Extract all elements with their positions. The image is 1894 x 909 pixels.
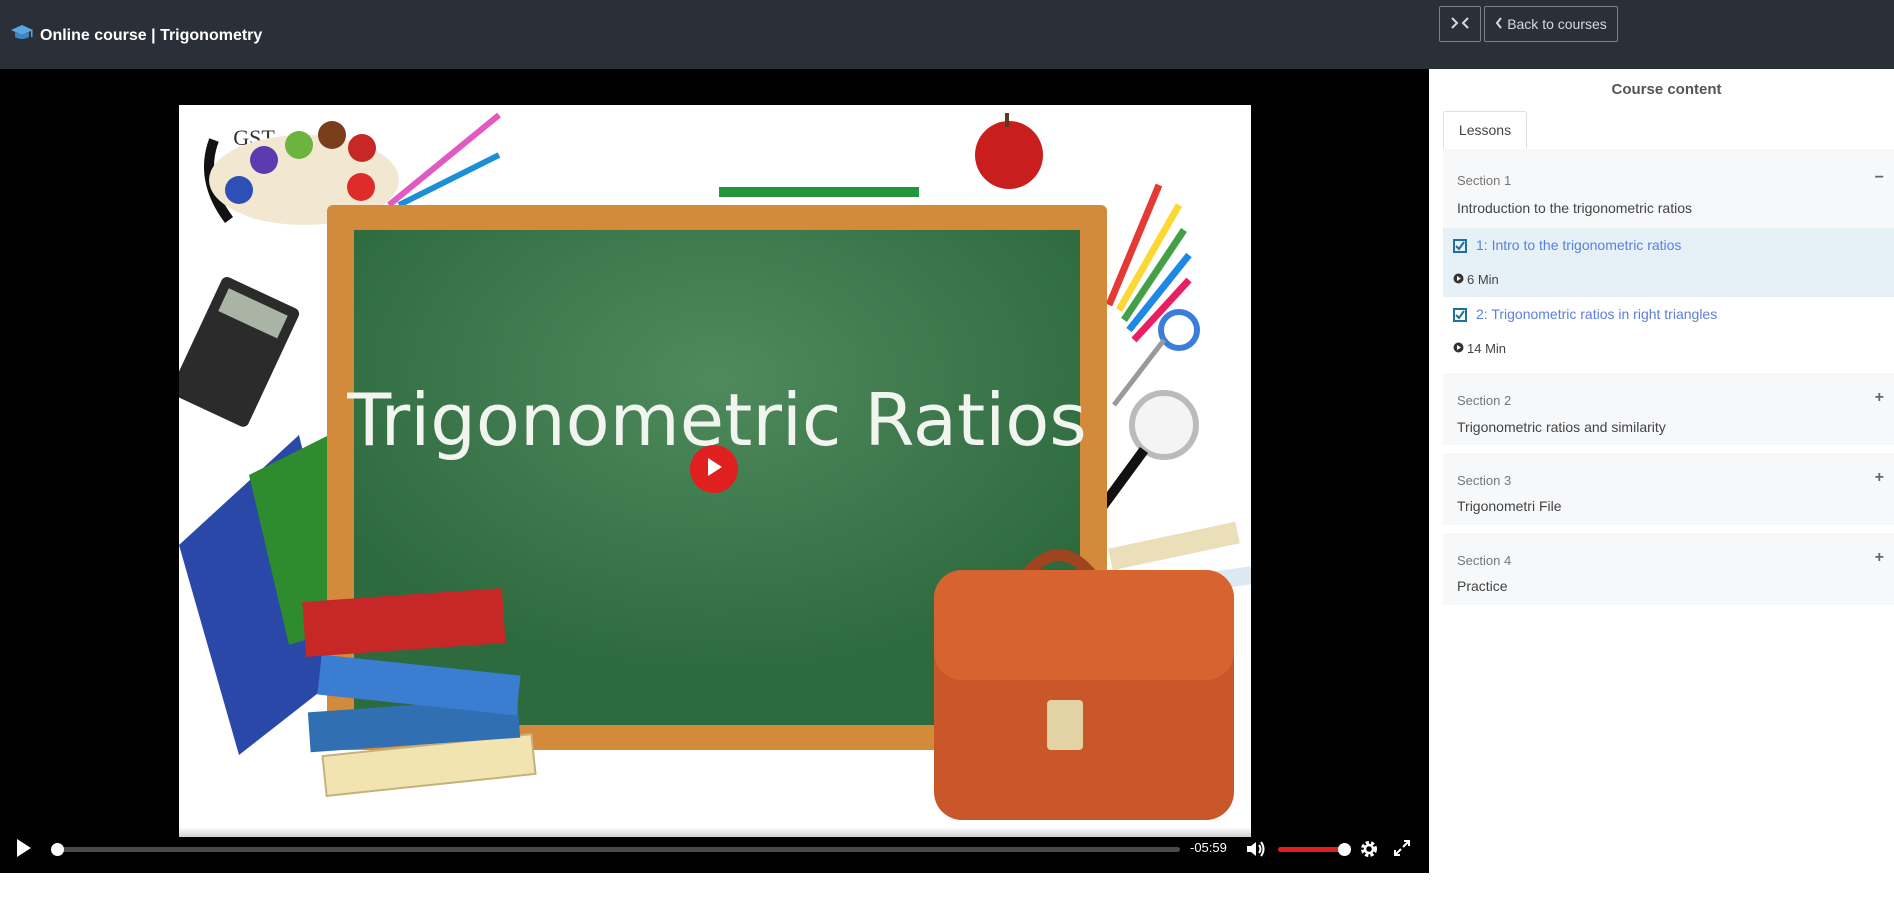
section-4-title: Practice	[1457, 578, 1508, 594]
lesson-duration: 14 Min	[1453, 341, 1506, 356]
page-title: Online course | Trigonometry	[40, 26, 263, 44]
play-circle-icon	[1453, 272, 1464, 287]
section-2-label: Section 2	[1457, 393, 1512, 408]
section-4-label: Section 4	[1457, 553, 1512, 568]
section-2-title: Trigonometric ratios and similarity	[1457, 419, 1666, 435]
play-circle-icon	[1453, 341, 1464, 356]
lesson-item[interactable]: 1: Intro to the trigonometric ratios 6 M…	[1443, 228, 1894, 297]
play-icon	[14, 839, 34, 862]
section-1-collapse-toggle[interactable]: −	[1874, 169, 1884, 186]
section-4[interactable]: Section 4 + Practice	[1443, 533, 1894, 605]
section-3-label: Section 3	[1457, 473, 1512, 488]
fullscreen-icon	[1393, 840, 1411, 861]
lesson-duration-text: 14 Min	[1467, 341, 1507, 356]
section-2-expand-toggle[interactable]: +	[1874, 389, 1884, 406]
lesson-duration-text: 6 Min	[1467, 272, 1499, 287]
volume-icon	[1245, 841, 1267, 863]
fullscreen-button[interactable]	[1393, 839, 1415, 861]
lesson-item[interactable]: 2: Trigonometric ratios in right triangl…	[1443, 297, 1894, 367]
brand: Online course | Trigonometry	[10, 24, 262, 47]
chevron-left-icon	[1495, 16, 1503, 32]
top-bar: Online course | Trigonometry Back to cou…	[0, 0, 1894, 69]
collapse-arrows-icon	[1449, 16, 1471, 33]
collapse-sidebar-button[interactable]	[1439, 6, 1481, 42]
back-to-courses-label: Back to courses	[1507, 16, 1607, 32]
tab-lessons[interactable]: Lessons	[1443, 111, 1527, 149]
time-remaining: -05:59	[1190, 840, 1227, 855]
play-icon	[705, 457, 723, 482]
volume-handle[interactable]	[1338, 843, 1351, 856]
section-2[interactable]: Section 2 + Trigonometric ratios and sim…	[1443, 373, 1894, 445]
video-player[interactable]: GST	[0, 69, 1429, 873]
lesson-title[interactable]: 2: Trigonometric ratios in right triangl…	[1476, 306, 1718, 322]
play-button[interactable]	[14, 838, 38, 862]
seek-bar[interactable]	[51, 843, 1180, 856]
mute-button[interactable]	[1245, 839, 1267, 861]
lesson-duration: 6 Min	[1453, 272, 1499, 287]
course-content-sidebar: Course content Lessons Section 1 − Intro…	[1429, 69, 1894, 873]
seek-handle[interactable]	[51, 843, 64, 856]
lesson-title[interactable]: 1: Intro to the trigonometric ratios	[1476, 237, 1682, 253]
sidebar-title: Course content	[1611, 81, 1722, 98]
section-3-expand-toggle[interactable]: +	[1874, 469, 1884, 486]
big-play-button[interactable]	[690, 445, 738, 493]
graduation-cap-icon	[10, 24, 34, 47]
video-controls: -05:59	[0, 827, 1429, 873]
gear-icon	[1359, 841, 1379, 863]
section-3[interactable]: Section 3 + Trigonometri File	[1443, 453, 1894, 525]
lesson-completed-checkbox[interactable]	[1453, 308, 1467, 322]
section-1-title[interactable]: Introduction to the trigonometric ratios	[1457, 200, 1693, 216]
section-3-title: Trigonometri File	[1457, 498, 1562, 514]
section-4-expand-toggle[interactable]: +	[1874, 549, 1884, 566]
bottom-area	[0, 873, 1894, 909]
volume-slider[interactable]	[1278, 843, 1351, 856]
section-1-label: Section 1	[1457, 173, 1512, 188]
back-to-courses-button[interactable]: Back to courses	[1484, 6, 1618, 42]
lesson-completed-checkbox[interactable]	[1453, 239, 1467, 253]
settings-button[interactable]	[1359, 839, 1381, 861]
